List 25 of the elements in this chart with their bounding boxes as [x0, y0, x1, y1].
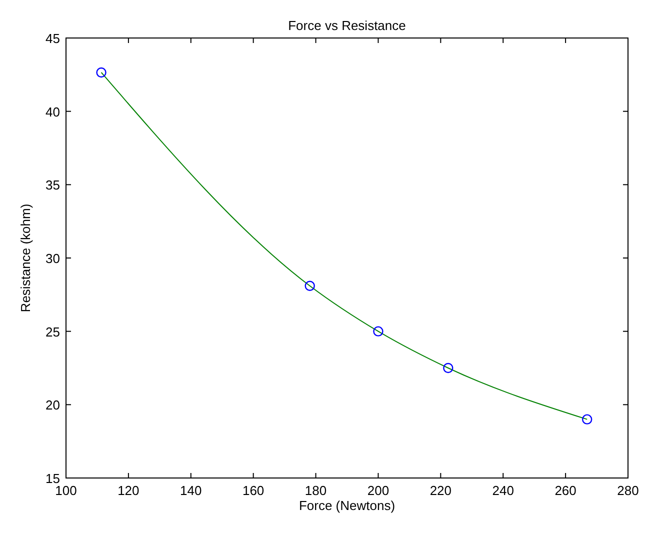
- x-tick-label: 260: [554, 483, 576, 498]
- point: [443, 362, 454, 374]
- x-tick-label: 180: [304, 483, 327, 498]
- y-tick-label: 15: [46, 471, 60, 486]
- x-tick-label: 100: [55, 483, 77, 498]
- x-tick-label: 200: [367, 483, 390, 498]
- x-tick-label: 140: [180, 483, 202, 498]
- y-tick-label: 35: [46, 178, 60, 193]
- x-tick-label: 240: [492, 483, 514, 498]
- y-axis-title: Resistance (kohm): [18, 204, 33, 312]
- y-tick-label: 40: [46, 104, 60, 120]
- y-tick-label: 45: [46, 31, 60, 46]
- x-tick-label: 120: [118, 483, 140, 498]
- point: [96, 67, 106, 78]
- y-tick-label: 30: [46, 251, 60, 266]
- x-tick-label: 160: [242, 483, 264, 498]
- y-tick-label: 25: [46, 324, 60, 340]
- y-tick-label: 20: [46, 398, 60, 413]
- x-axis-title: Force (Newtons): [298, 498, 396, 513]
- x-tick-label: 220: [430, 483, 452, 498]
- point: [373, 326, 384, 336]
- point: [582, 414, 592, 424]
- chart-title: Force vs Resistance: [288, 18, 406, 33]
- x-tick-label: 280: [617, 483, 639, 498]
- point: [304, 280, 315, 291]
